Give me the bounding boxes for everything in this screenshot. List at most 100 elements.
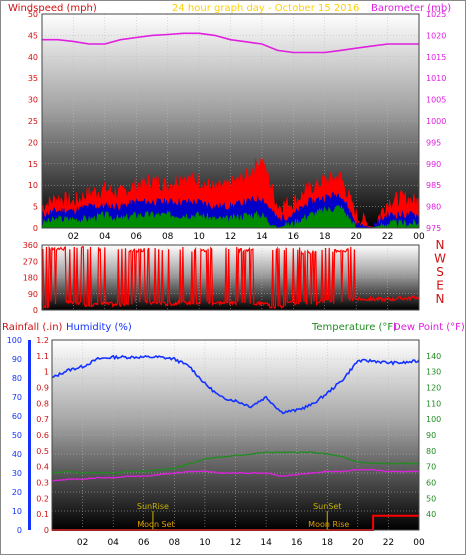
windspeed-tick-label: 40 (28, 53, 38, 62)
wind-panel-border (41, 13, 420, 229)
windspeed-tick-label: 50 (28, 10, 38, 19)
time-tick-label: 16 (288, 232, 300, 242)
temperature-tick-label: 100 (426, 415, 441, 424)
windspeed-tick-label: 20 (28, 138, 38, 147)
barometer-tick-label: 1005 (426, 96, 446, 105)
temperature-tick-label: 130 (426, 368, 441, 377)
time-tick-label: 08 (169, 538, 181, 548)
humidity-label: Humidity (%) (66, 322, 132, 333)
windspeed-title: Windspeed (mph) (8, 3, 97, 14)
humidity-tick-label: 60 (12, 412, 22, 421)
humidity-tick-label: 20 (12, 488, 22, 497)
temperature-tick-label: 70 (426, 463, 436, 472)
barometer-tick-label: 980 (426, 203, 441, 212)
direction-tick-label: 180 (23, 274, 38, 283)
time-tick-label: 16 (291, 538, 303, 548)
barometer-tick-label: 990 (426, 160, 441, 169)
sun-annotation: SunRise (137, 502, 169, 511)
direction-series (41, 245, 420, 310)
direction-tick-label: 270 (23, 257, 38, 266)
windspeed-tick-label: 15 (28, 160, 38, 169)
humidity-tick-label: 90 (12, 355, 22, 364)
humidity-tick-label: 40 (12, 450, 22, 459)
direction-tick-label: 90 (28, 290, 38, 299)
barometer-axis: 975 980 985 990 995 1000 1005 1010 1015 1020 1025 (426, 10, 446, 233)
time-tick-label: 20 (352, 538, 364, 548)
direction-axis: 0 90 180 270 360 (23, 241, 38, 315)
graph-date-title: 24 hour graph day - October 15 2016 (172, 3, 359, 14)
moon-annotation: Moon Set (137, 520, 174, 529)
humidity-tick-label: 100 (7, 336, 22, 345)
rainfall-tick-label: 0.1 (36, 510, 49, 519)
series-direction-line (41, 245, 420, 310)
temperature-tick-label: 50 (426, 494, 436, 503)
humidity-axis: 0 10 20 30 40 50 60 70 80 90 100 (7, 336, 31, 535)
rainfall-tick-label: 1 (44, 368, 49, 377)
time-tick-label: 04 (107, 538, 119, 548)
time-tick-label: 10 (193, 232, 205, 242)
time-tick-label: 08 (162, 232, 174, 242)
climate-panel-border (51, 339, 420, 531)
windspeed-tick-label: 0 (33, 224, 38, 233)
rainfall-tick-label: 1.1 (36, 352, 49, 361)
humidity-axis-bar (28, 340, 31, 530)
humidity-tick-label: 0 (17, 526, 22, 535)
barometer-tick-label: 1015 (426, 53, 446, 62)
temperature-tick-label: 40 (426, 510, 436, 519)
temperature-label: Temperature (°F) (311, 322, 397, 333)
time-tick-label: 02 (77, 538, 88, 548)
time-tick-label: 12 (225, 232, 236, 242)
humidity-tick-label: 80 (12, 374, 22, 383)
humidity-tick-label: 50 (12, 431, 22, 440)
windspeed-tick-label: 45 (28, 31, 38, 40)
dew-point-label: Dew Point (°F) (393, 322, 465, 333)
windspeed-tick-label: 10 (28, 181, 38, 190)
moon-annotation: Moon Rise (308, 520, 349, 529)
time-tick-label: 06 (138, 538, 150, 548)
humidity-tick-label: 70 (12, 393, 22, 402)
compass-label: E (436, 279, 444, 293)
barometer-tick-label: 1020 (426, 31, 446, 40)
time-tick-label: 22 (383, 538, 394, 548)
humidity-tick-label: 10 (12, 507, 22, 516)
windspeed-axis: 0 5 10 15 20 25 30 35 40 45 50 (28, 10, 38, 233)
climate-time-axis: 02 04 06 08 10 12 14 16 18 20 22 00 (77, 538, 425, 548)
time-tick-label: 06 (131, 232, 143, 242)
temperature-axis: 40 50 60 70 80 90 100 110 120 130 140 (426, 352, 441, 519)
compass-label: W (434, 252, 446, 266)
barometer-tick-label: 1025 (426, 10, 446, 19)
wind-series (41, 32, 420, 229)
time-tick-label: 14 (256, 232, 268, 242)
time-tick-label: 22 (382, 232, 393, 242)
time-tick-label: 14 (260, 538, 272, 548)
time-tick-label: 12 (230, 538, 241, 548)
rainfall-axis: 0 0.1 0.2 0.3 0.4 0.5 0.6 0.7 0.8 0.9 1 1.1 1.2 (36, 336, 49, 535)
windspeed-tick-label: 25 (28, 117, 38, 126)
rainfall-tick-label: 0.6 (36, 431, 49, 440)
rainfall-tick-label: 0.5 (36, 447, 49, 456)
rainfall-tick-label: 0 (44, 526, 49, 535)
temperature-tick-label: 80 (426, 447, 436, 456)
barometer-tick-label: 975 (426, 224, 441, 233)
rainfall-tick-label: 0.2 (36, 494, 49, 503)
temperature-tick-label: 90 (426, 431, 436, 440)
rainfall-tick-label: 0.8 (36, 399, 49, 408)
time-tick-label: 02 (68, 232, 79, 242)
temperature-tick-label: 110 (426, 399, 441, 408)
time-tick-label: 00 (413, 232, 425, 242)
direction-tick-label: 0 (33, 306, 38, 315)
compass-label: N (436, 292, 445, 306)
wind-time-axis: 02 04 06 08 10 12 14 16 18 20 22 00 (68, 232, 425, 242)
temperature-tick-label: 60 (426, 479, 436, 488)
sun-annotation: SunSet (313, 502, 341, 511)
astro-annotations: SunRise SunSet Moon Set Moon Rise (137, 502, 349, 530)
rainfall-tick-label: 0.4 (36, 463, 49, 472)
windspeed-tick-label: 30 (28, 96, 38, 105)
series-humidity-line (51, 354, 420, 415)
barometer-tick-label: 1000 (426, 117, 446, 126)
time-tick-label: 18 (319, 232, 331, 242)
direction-panel-border (41, 244, 420, 311)
rainfall-tick-label: 0.9 (36, 384, 49, 393)
windspeed-tick-label: 5 (33, 203, 38, 212)
